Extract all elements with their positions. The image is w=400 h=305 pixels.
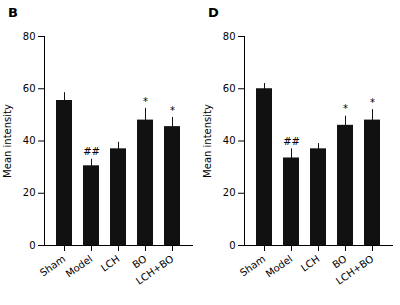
svg-text:*: * <box>143 96 148 107</box>
svg-text:Model: Model <box>264 253 295 279</box>
svg-text:##: ## <box>283 136 300 147</box>
html-text:B: B <box>8 5 18 20</box>
svg-text:Sham: Sham <box>38 253 68 278</box>
svg-text:*: * <box>370 97 375 108</box>
svg-text:BO: BO <box>330 253 348 270</box>
svg-text:0: 0 <box>229 240 235 251</box>
svg-text:*: * <box>343 103 348 114</box>
svg-text:LCH+BO: LCH+BO <box>134 253 176 287</box>
svg-text:*: * <box>170 105 175 116</box>
svg-text:80: 80 <box>223 31 236 42</box>
svg-text:Model: Model <box>64 253 95 279</box>
svg-text:LCH: LCH <box>99 253 122 274</box>
svg-text:60: 60 <box>223 83 236 94</box>
svg-text:Mean intensity: Mean intensity <box>2 104 13 178</box>
svg-text:40: 40 <box>23 135 36 146</box>
svg-text:LCH: LCH <box>299 253 322 274</box>
svg-text:Sham: Sham <box>238 253 268 278</box>
svg-text:BO: BO <box>130 253 148 270</box>
svg-text:20: 20 <box>23 187 36 198</box>
svg-text:0: 0 <box>29 240 35 251</box>
svg-text:40: 40 <box>223 135 236 146</box>
svg-text:80: 80 <box>23 31 36 42</box>
svg-text:##: ## <box>83 146 100 157</box>
svg-text:Mean intensity: Mean intensity <box>202 104 213 178</box>
svg-text:20: 20 <box>223 187 236 198</box>
svg-text:LCH+BO: LCH+BO <box>334 253 376 287</box>
html-text:D: D <box>208 5 219 20</box>
svg-text:60: 60 <box>23 83 36 94</box>
